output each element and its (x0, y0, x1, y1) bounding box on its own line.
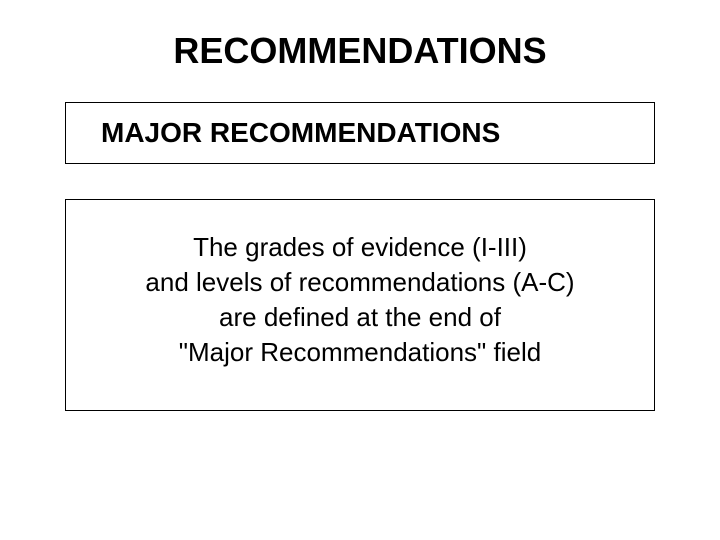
body-box: The grades of evidence (I-III) and level… (65, 199, 655, 411)
slide-title: RECOMMENDATIONS (100, 30, 620, 72)
body-text: The grades of evidence (I-III) and level… (96, 230, 624, 370)
body-line-4: "Major Recommendations" field (179, 337, 541, 367)
subtitle-text: MAJOR RECOMMENDATIONS (86, 117, 634, 149)
body-line-2: and levels of recommendations (A-C) (145, 267, 574, 297)
body-line-3: are defined at the end of (219, 302, 501, 332)
subtitle-box: MAJOR RECOMMENDATIONS (65, 102, 655, 164)
body-line-1: The grades of evidence (I-III) (193, 232, 527, 262)
